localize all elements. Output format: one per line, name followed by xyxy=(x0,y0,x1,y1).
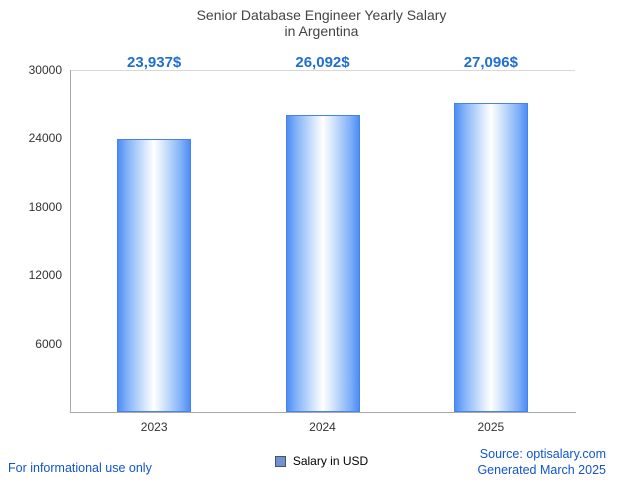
x-tick-label-2025: 2025 xyxy=(477,420,505,434)
bar-2024 xyxy=(285,114,360,412)
generated-date: Generated March 2025 xyxy=(477,463,606,477)
chart-title-line1: Senior Database Engineer Yearly Salary xyxy=(196,7,447,23)
disclaimer-text: For informational use only xyxy=(8,461,152,475)
x-tick-label-2024: 2024 xyxy=(309,420,336,434)
bar-2023 xyxy=(117,139,192,412)
source-block: Source: optisalary.com Generated March 2… xyxy=(477,446,606,478)
x-axis-line xyxy=(70,412,576,413)
y-axis-line xyxy=(70,70,71,412)
y-tick-label: 6000 xyxy=(35,336,62,351)
value-label-2025: 27,096$ xyxy=(463,54,518,71)
legend[interactable]: Salary in USD xyxy=(0,454,643,468)
y-tick-label: 30000 xyxy=(28,63,62,77)
y-tick-label: 24000 xyxy=(28,131,62,146)
x-tick-label-2023: 2023 xyxy=(140,420,168,434)
chart-title-line2: in Argentina xyxy=(284,23,359,39)
value-label-2024: 26,092$ xyxy=(295,54,350,71)
legend-label: Salary in USD xyxy=(292,454,369,468)
chart-title: Senior Database Engineer Yearly Salary i… xyxy=(0,7,643,39)
legend-marker-icon xyxy=(274,455,286,467)
bar-2025 xyxy=(453,103,528,412)
value-label-2023: 23,937$ xyxy=(127,54,182,71)
source-link[interactable]: Source: optisalary.com xyxy=(479,447,606,461)
y-tick-label: 12000 xyxy=(28,268,62,283)
y-tick-label: 18000 xyxy=(28,199,62,214)
plot-top-gridline xyxy=(70,70,575,71)
